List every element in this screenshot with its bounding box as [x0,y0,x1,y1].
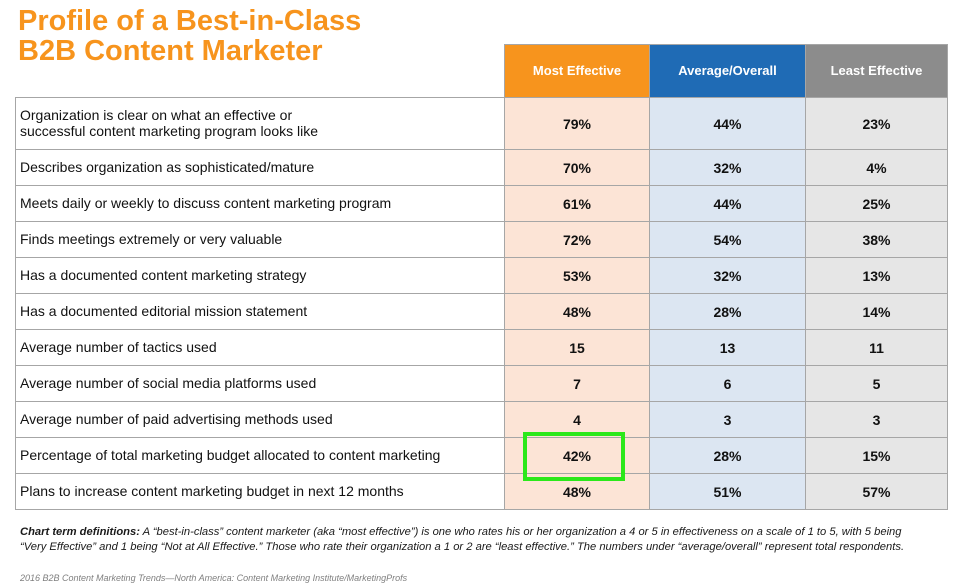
average-overall-value: 54% [650,222,806,258]
slide-title: Profile of a Best-in-Class B2B Content M… [18,6,361,66]
row-label: Average number of paid advertising metho… [15,402,505,438]
row-label: Has a documented content marketing strat… [15,258,505,294]
most-effective-value: 7 [505,366,650,402]
least-effective-value: 23% [806,98,948,150]
footnote-line-2: “Very Effective” and 1 being “Not at All… [20,541,905,553]
most-effective-value: 79% [505,98,650,150]
least-effective-value: 14% [806,294,948,330]
table-corner [15,44,505,98]
most-effective-value: 4 [505,402,650,438]
least-effective-value: 11 [806,330,948,366]
least-effective-value: 57% [806,474,948,510]
row-label: Average number of tactics used [15,330,505,366]
column-header-least-effective: Least Effective [806,44,948,98]
least-effective-value: 5 [806,366,948,402]
least-effective-value: 13% [806,258,948,294]
row-label: Finds meetings extremely or very valuabl… [15,222,505,258]
row-label: Average number of social media platforms… [15,366,505,402]
footnote-line-1: A “best-in-class” content marketer (aka … [142,526,902,538]
average-overall-value: 13 [650,330,806,366]
source-citation: 2016 B2B Content Marketing Trends—North … [20,573,408,583]
title-line-1: Profile of a Best-in-Class [18,5,362,37]
least-effective-value: 38% [806,222,948,258]
average-overall-value: 3 [650,402,806,438]
most-effective-value: 42% [505,432,650,481]
row-label: Meets daily or weekly to discuss content… [15,186,505,222]
footnote-line: Chart term definitions: A “best-in-class… [20,525,904,540]
most-effective-value: 61% [505,186,650,222]
average-overall-value: 6 [650,366,806,402]
most-effective-value: 72% [505,222,650,258]
average-overall-value: 28% [650,438,806,474]
row-label: Percentage of total marketing budget all… [15,438,505,474]
title-line-2: B2B Content Marketer [18,35,323,67]
column-header-average-overall: Average/Overall [650,44,806,98]
most-effective-value: 70% [505,150,650,186]
average-overall-value: 32% [650,150,806,186]
most-effective-value: 48% [505,294,650,330]
average-overall-value: 28% [650,294,806,330]
least-effective-value: 4% [806,150,948,186]
least-effective-value: 25% [806,186,948,222]
row-label: Has a documented editorial mission state… [15,294,505,330]
average-overall-value: 51% [650,474,806,510]
most-effective-value: 15 [505,330,650,366]
average-overall-value: 44% [650,186,806,222]
row-label: Describes organization as sophisticated/… [15,150,505,186]
most-effective-value: 48% [505,474,650,510]
profile-table: Most Effective Average/Overall Least Eff… [15,44,948,510]
footnote-label: Chart term definitions: [20,526,140,538]
row-label: Organization is clear on what an effecti… [15,98,505,150]
row-label: Plans to increase content marketing budg… [15,474,505,510]
most-effective-value: 53% [505,258,650,294]
least-effective-value: 15% [806,438,948,474]
average-overall-value: 44% [650,98,806,150]
average-overall-value: 32% [650,258,806,294]
chart-term-definitions: Chart term definitions: A “best-in-class… [20,525,904,555]
column-header-most-effective: Most Effective [505,44,650,98]
least-effective-value: 3 [806,402,948,438]
footnote-line: “Very Effective” and 1 being “Not at All… [20,540,904,555]
